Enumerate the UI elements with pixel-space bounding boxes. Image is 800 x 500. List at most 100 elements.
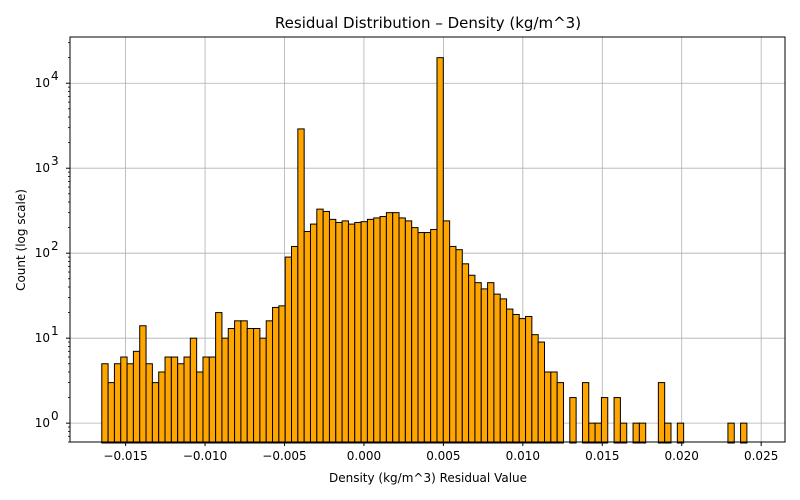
y-tick-label: 10 [35,76,50,90]
histogram-bar [303,230,311,444]
histogram-bar [518,318,527,444]
histogram-bar [145,363,153,444]
x-tick-label: −0.005 [262,449,306,463]
histogram-bar [417,232,425,444]
x-tick-label: 0.010 [506,449,540,463]
histogram-bar [113,363,122,444]
histogram-bar [366,218,375,444]
x-tick-label: 0.005 [426,449,460,463]
histogram-bar [461,263,470,444]
histogram-bar [158,371,166,444]
histogram-bar [385,212,394,444]
histogram-bar [347,223,356,444]
y-tick-exponent: 2 [51,239,59,253]
histogram-bar [537,341,546,444]
y-tick-label: 10 [35,161,50,175]
histogram-bar [619,422,628,444]
histogram-bar [202,356,210,444]
histogram-bar [474,282,482,444]
histogram-bar [487,282,495,444]
histogram-bars [101,57,748,444]
histogram-bar [544,371,552,444]
histogram-bar [550,371,558,444]
x-tick-label: 0.015 [585,449,619,463]
histogram-bar [379,216,387,444]
histogram-bar [259,337,267,444]
histogram-bar [430,229,438,444]
histogram-bar [284,256,293,444]
histogram-bar [253,327,261,444]
histogram-bar [354,221,362,444]
x-axis-label: Density (kg/m^3) Residual Value [329,471,527,485]
histogram-bar [581,382,590,444]
histogram-bar [328,218,337,444]
histogram-bar [588,422,596,444]
histogram-bar [151,382,160,444]
histogram-bar [442,220,451,444]
histogram-bar [170,356,179,444]
histogram-bar [423,232,432,444]
histogram-bar [398,217,406,444]
histogram-bar [107,382,115,444]
histogram-bar [183,356,191,444]
y-tick-exponent: 3 [51,154,59,168]
histogram-bar [740,422,748,444]
histogram-bar [638,422,647,444]
histogram-bar [215,312,223,444]
histogram-bar [664,422,672,444]
histogram-bar [208,356,217,444]
histogram-bar [221,337,229,444]
histogram-bar [322,210,330,444]
histogram-bar [316,208,324,444]
x-axis-ticks: −0.015 −0.010 −0.005 0.000 0.005 0.010 0.015 0.… [103,442,778,463]
histogram-bar [657,382,666,444]
histogram-bar [278,305,286,444]
y-tick-exponent: 0 [51,409,59,423]
histogram-bar [525,315,533,444]
histogram-bar [404,220,413,444]
histogram-bar [297,128,305,444]
histogram-bar [455,249,463,444]
histogram-bar [139,325,147,444]
histogram-bar [632,422,640,444]
histogram-bar [335,221,343,444]
x-tick-label: −0.015 [103,449,147,463]
histogram-bar [373,217,381,444]
histogram-bar [196,371,204,444]
histogram-bar [531,334,539,444]
y-tick-exponent: 4 [51,69,59,83]
plot-frame [69,36,786,443]
histogram-bar [234,320,242,444]
histogram-bar [309,223,318,444]
y-axis-label: Count (log scale) [14,189,28,291]
histogram-bar [411,227,419,444]
chart-title: Residual Distribution – Density (kg/m^3) [275,14,581,32]
histogram-bar [468,274,476,444]
histogram-bar [493,293,501,444]
histogram-bar [499,298,508,444]
histogram-bar [449,245,457,444]
histogram-bar [613,397,621,444]
histogram-bar [291,245,299,444]
histogram-bar [265,320,274,444]
y-tick-label: 10 [35,331,50,345]
x-tick-label: −0.010 [183,449,227,463]
histogram-bar [341,220,349,444]
histogram-bar [101,363,109,444]
histogram-bar [600,397,609,444]
histogram-bar [360,221,368,444]
histogram-bar [177,363,185,444]
histogram-bar [246,327,255,444]
x-tick-label: 0.020 [665,449,699,463]
histogram-bar [272,306,280,444]
histogram-bar [480,288,489,444]
y-tick-label: 10 [35,246,50,260]
x-tick-label: 0.025 [744,449,778,463]
histogram-bar [436,57,444,444]
y-tick-exponent: 1 [51,324,59,338]
histogram-bar [164,356,172,444]
histogram-bar [189,337,198,444]
histogram-bar [594,422,602,444]
